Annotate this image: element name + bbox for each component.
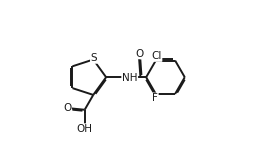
Text: O: O <box>135 49 143 59</box>
Text: F: F <box>152 93 158 103</box>
Text: S: S <box>91 53 97 63</box>
Text: O: O <box>63 103 71 113</box>
Text: OH: OH <box>77 124 93 134</box>
Text: Cl: Cl <box>151 51 162 61</box>
Text: NH: NH <box>122 73 137 83</box>
